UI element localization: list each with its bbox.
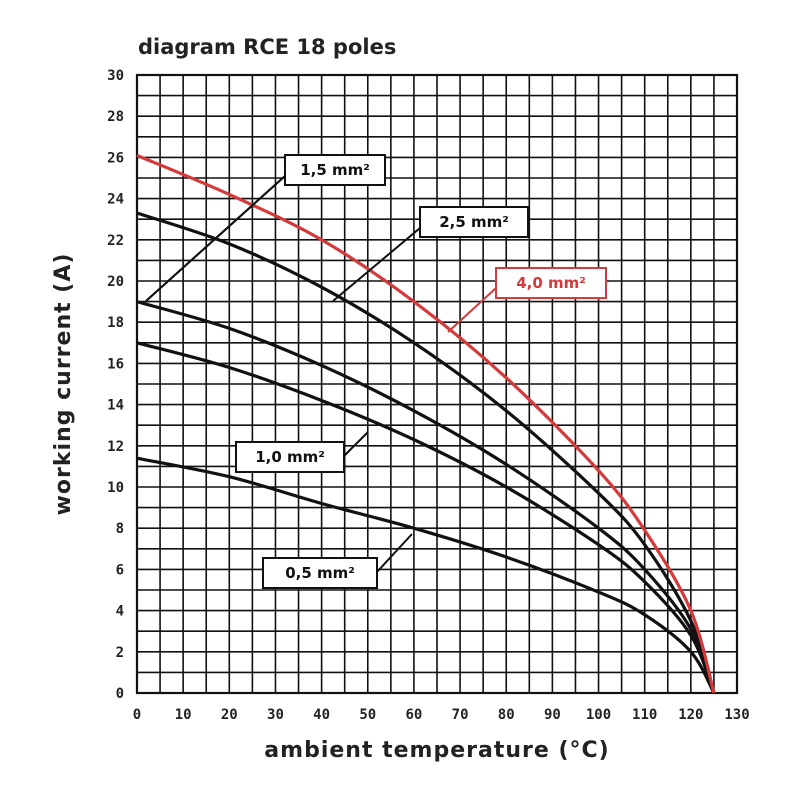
series-lines [136, 153, 716, 694]
y-tick-label: 2 [116, 645, 124, 661]
series-line-2-5-mm [136, 211, 716, 694]
series-label-box-4-0-mm [495, 267, 607, 299]
x-tick-label: 100 [586, 707, 611, 723]
axis-ticks: 0 10 20 30 40 50 60 70 80 90 100 110 120 130024681012… [107, 68, 750, 723]
grid [135, 73, 739, 695]
y-tick-label: 28 [107, 109, 124, 125]
series-label-2-5-mm: 2,5 mm² [439, 213, 509, 231]
series-label-1-0-mm: 1,0 mm² [255, 448, 325, 466]
chart-title: diagram RCE 18 poles [138, 35, 396, 59]
leader-line-1-0-mm [343, 431, 369, 457]
y-tick-label: 30 [107, 68, 124, 84]
plot-border [135, 73, 739, 695]
x-tick-label: 40 [313, 707, 330, 723]
series-label-box-0-5-mm [262, 557, 378, 589]
series-line-0-5-mm [136, 456, 716, 694]
y-tick-label: 22 [107, 233, 124, 249]
x-tick-label: 60 [405, 707, 422, 723]
y-tick-label: 12 [107, 439, 124, 455]
x-tick-label: 10 [175, 707, 192, 723]
x-tick-label: 80 [498, 707, 515, 723]
y-tick-label: 14 [107, 398, 124, 414]
y-tick-label: 8 [116, 521, 124, 537]
x-tick-label: 20 [221, 707, 238, 723]
x-tick-label: 50 [359, 707, 376, 723]
x-tick-label: 130 [724, 707, 749, 723]
y-tick-label: 26 [107, 150, 124, 166]
y-tick-label: 4 [116, 604, 124, 620]
leader-line-1-5-mm-secondary [145, 175, 286, 302]
series-label-4-0-mm: 4,0 mm² [516, 274, 586, 292]
y-tick-label: 16 [107, 356, 124, 372]
x-tick-label: 110 [632, 707, 657, 723]
y-tick-label: 6 [116, 562, 124, 578]
x-axis-label: ambient temperature (°C) [264, 738, 609, 763]
leader-line-0-5-mm [376, 533, 413, 573]
y-tick-label: 20 [107, 274, 124, 290]
y-tick-label: 10 [107, 480, 124, 496]
y-tick-label: 0 [116, 686, 124, 702]
series-label-0-5-mm: 0,5 mm² [285, 564, 355, 582]
series-label-box-1-0-mm [235, 441, 345, 473]
y-tick-label: 24 [107, 192, 124, 208]
series-labels: 1,5 mm² 2,5 mm² 4,0 mm² 1,0 mm² 0,5 mm² [145, 154, 607, 589]
series-line-1-5-mm [136, 300, 716, 694]
x-tick-label: 120 [678, 707, 703, 723]
x-tick-label: 30 [267, 707, 284, 723]
series-label-box-2-5-mm [419, 206, 529, 238]
leader-line-2-5-mm [332, 227, 421, 302]
x-tick-label: 90 [544, 707, 561, 723]
series-line-1-0-mm [136, 341, 716, 694]
x-tick-label: 0 [133, 707, 141, 723]
y-tick-label: 18 [107, 315, 124, 331]
y-axis-label: working current (A) [51, 253, 76, 516]
series-label-1-5-mm: 1,5 mm² [300, 161, 370, 179]
x-tick-label: 70 [452, 707, 469, 723]
series-label-box-1-5-mm [284, 154, 386, 186]
leader-line-4-0-mm [447, 287, 497, 333]
